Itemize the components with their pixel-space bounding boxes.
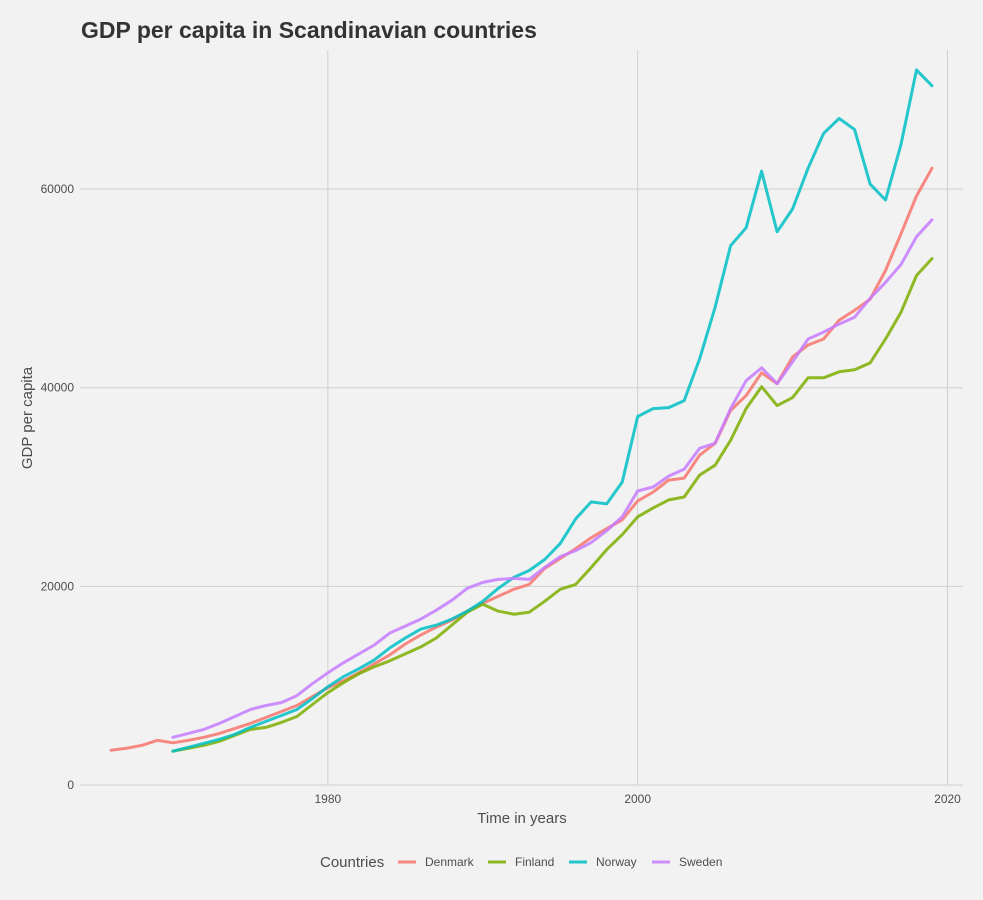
x-tick-label: 1980 xyxy=(315,792,342,806)
series-layer xyxy=(109,68,934,753)
series-line-denmark xyxy=(109,166,934,752)
tick-labels: 0 20000 40000 60000 1980 2000 2020 xyxy=(41,182,962,806)
gridlines xyxy=(80,50,963,786)
legend-label-sweden: Sweden xyxy=(679,855,722,869)
series-line-sweden xyxy=(171,218,934,739)
y-axis-title: GDP per capita xyxy=(19,366,36,469)
series-line-norway xyxy=(171,68,934,753)
series-line-finland xyxy=(171,257,934,753)
y-tick-label: 60000 xyxy=(41,182,75,196)
legend-label-denmark: Denmark xyxy=(425,855,475,869)
legend-label-finland: Finland xyxy=(515,855,554,869)
legend: Countries Denmark Finland Norway Sweden xyxy=(320,854,722,871)
chart-title: GDP per capita in Scandinavian countries xyxy=(81,17,537,43)
y-tick-label: 40000 xyxy=(41,381,75,395)
x-tick-label: 2020 xyxy=(934,792,961,806)
y-tick-label: 20000 xyxy=(41,579,75,593)
y-tick-label: 0 xyxy=(67,778,74,792)
legend-label-norway: Norway xyxy=(596,855,637,869)
x-axis-title: Time in years xyxy=(477,810,566,827)
legend-title: Countries xyxy=(320,854,384,871)
x-tick-label: 2000 xyxy=(624,792,651,806)
